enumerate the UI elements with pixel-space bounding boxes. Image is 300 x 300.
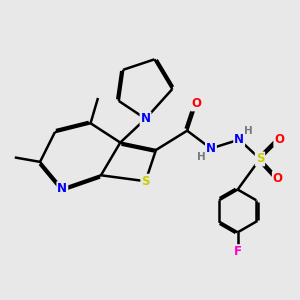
Text: S: S [141, 175, 150, 188]
Text: F: F [234, 245, 242, 258]
Text: H: H [197, 152, 206, 162]
Text: O: O [274, 133, 284, 146]
Text: N: N [234, 133, 244, 146]
Text: N: N [57, 182, 67, 195]
Text: N: N [206, 142, 216, 155]
Text: N: N [140, 112, 151, 125]
Text: H: H [244, 126, 253, 136]
Text: S: S [256, 152, 264, 165]
Text: O: O [273, 172, 283, 185]
Text: O: O [191, 98, 201, 110]
